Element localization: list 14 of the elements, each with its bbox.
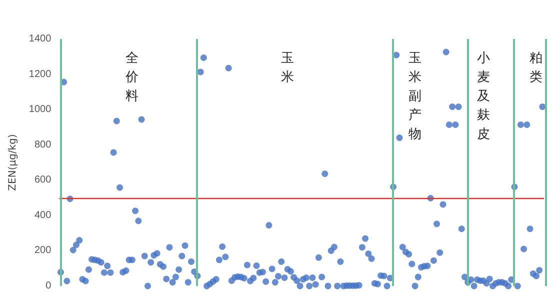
y-tick-label: 800 bbox=[34, 139, 52, 150]
y-tick-label: 400 bbox=[34, 210, 52, 221]
y-tick-label: 1400 bbox=[28, 34, 52, 44]
annotation: 粕类 bbox=[530, 51, 543, 85]
y-tick-label: 200 bbox=[34, 245, 52, 256]
y-tick-label: 1000 bbox=[28, 104, 52, 116]
y-tick-label: 600 bbox=[34, 174, 52, 186]
y-axis-title: ZEN(μg/kg) bbox=[8, 134, 18, 191]
annotation: 小麦及麸皮 bbox=[476, 51, 490, 142]
annotation: 玉米副产物 bbox=[408, 51, 422, 142]
y-tick-label: 1200 bbox=[28, 68, 52, 80]
annotation: 玉米 bbox=[281, 51, 294, 85]
annotation: 全价料 bbox=[124, 51, 139, 104]
y-tick-label: 0 bbox=[46, 280, 52, 292]
